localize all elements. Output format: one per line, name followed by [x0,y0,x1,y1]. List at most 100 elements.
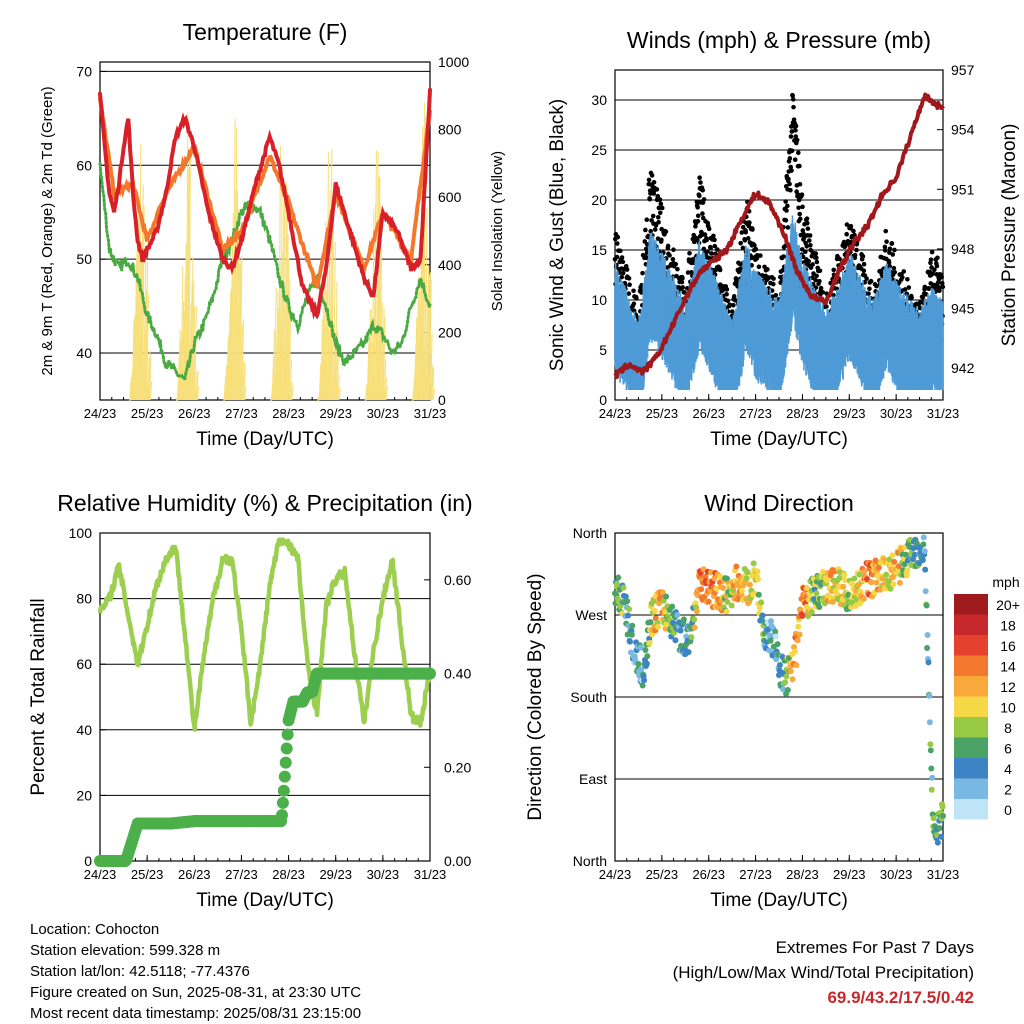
y2-tick-label: 400 [438,257,462,273]
direction-point [756,604,763,611]
chart-title: Winds (mph) & Pressure (mb) [627,27,931,53]
direction-point [626,606,633,613]
direction-point [856,571,863,578]
gust-point [831,267,837,273]
gust-point [939,280,945,286]
solar-spike [368,308,372,401]
y2-tick-label: 957 [951,62,975,78]
solar-spike [228,290,232,401]
direction-point [840,583,847,590]
y-axis-title: Sonic Wind & Gust (Blue, Black) [547,99,568,371]
gust-point [813,255,819,261]
direction-point [767,637,774,644]
solar-spike [238,264,241,401]
solar-spike [187,153,191,401]
solar-spike [227,312,231,401]
direction-point [896,579,903,586]
x-tick-label: 29/23 [833,406,866,421]
solar-spike [384,377,388,401]
gust-point [679,279,685,285]
solar-spike [236,209,239,401]
chart-title: Temperature (F) [183,19,348,45]
y-axis-title: Direction (Colored By Speed) [525,573,546,820]
solar-spike [331,193,335,401]
precip-point [276,796,289,809]
direction-point [787,668,794,675]
solar-spike [428,272,431,401]
gust-point [652,227,658,232]
gust-point [753,246,759,252]
gust-point [783,199,788,204]
gust-point [712,243,718,249]
gust-point [791,104,796,110]
gust-point [771,276,776,281]
direction-point [646,635,653,642]
direction-point [922,566,929,573]
solar-spike [278,145,282,401]
temperature-plot [98,87,436,401]
gust-point [790,93,795,99]
gust-point [882,248,888,253]
direction-point [738,587,745,594]
y2-tick-label: 945 [951,301,975,317]
direction-point [919,557,926,564]
colorbar-label: 20+ [996,597,1020,613]
gust-point [789,168,794,173]
gust-point [820,289,826,295]
x-tick-label: 28/23 [272,867,305,882]
precip-point [424,667,436,680]
gust-point [680,285,686,290]
direction-point [911,551,918,558]
solar-spike [432,388,436,401]
x-tick-label: 27/23 [739,867,772,882]
solar-spike [144,289,148,401]
solar-spike [414,317,418,401]
solar-spike [329,149,333,401]
y-tick-label: 0 [599,392,607,408]
x-tick-label: 30/23 [880,406,913,421]
solar-spike [134,258,138,401]
x-tick-label: 29/23 [319,867,352,882]
direction-point [691,616,698,623]
solar-spike [237,245,240,401]
solar-spike [275,290,279,401]
solar-spike [326,152,329,401]
solar-spike [367,327,371,401]
direction-point [646,640,653,647]
gust-point [796,205,801,211]
gust-point [658,201,664,207]
direction-point [783,673,790,680]
gust-point [706,255,711,261]
gust-point [861,261,867,267]
gust-point [624,267,630,272]
gust-point [670,257,676,262]
gust-point [656,205,662,211]
colorbar-label: 12 [1000,679,1016,695]
direction-point [717,573,724,580]
colorbar-swatch [954,614,988,635]
solar-spike [143,246,147,401]
direction-point [728,602,735,609]
gust-point [867,286,872,292]
direction-point [643,660,650,667]
x-tick-label: 30/23 [367,406,400,421]
solar-spike [243,385,247,401]
solar-spike [224,365,228,401]
gust-point [724,292,729,297]
y-tick-label: 50 [76,251,92,267]
solar-spike [148,350,151,401]
direction-point [920,541,927,548]
direction-point [875,564,882,571]
direction-point [789,676,796,683]
gust-point [806,258,812,264]
gust-point [631,301,637,307]
gust-point [786,176,791,182]
gust-point [817,268,823,274]
gust-point [738,240,743,246]
solar-spike [382,307,385,401]
direction-point [860,595,867,602]
gust-point [789,129,795,134]
y2-axis-title: Solar Insolation (Yellow) [489,151,506,311]
colorbar-label: 18 [1000,618,1016,634]
direction-point [879,575,886,582]
